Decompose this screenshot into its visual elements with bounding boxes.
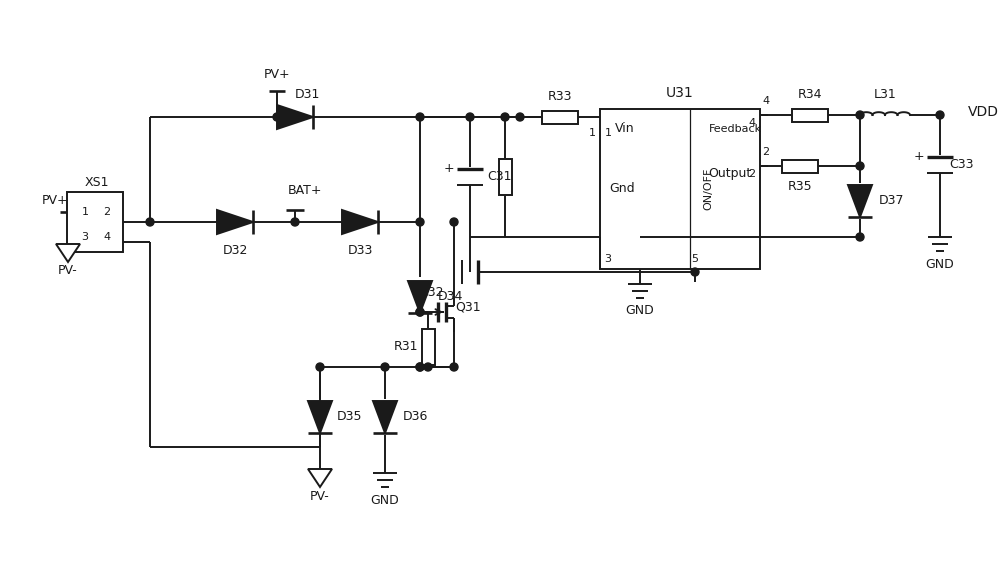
Text: U31: U31 <box>666 86 694 100</box>
Text: +: + <box>444 163 454 176</box>
Text: 5: 5 <box>692 254 698 264</box>
Circle shape <box>450 363 458 371</box>
Circle shape <box>273 113 281 121</box>
Bar <box>67 192 123 252</box>
Circle shape <box>316 363 324 371</box>
Bar <box>422 329 434 365</box>
Circle shape <box>416 113 424 121</box>
Polygon shape <box>848 185 872 217</box>
Polygon shape <box>217 210 253 234</box>
Polygon shape <box>308 401 332 433</box>
Text: VDD: VDD <box>968 105 999 119</box>
Text: BAT+: BAT+ <box>288 184 322 197</box>
Text: GND: GND <box>926 259 954 272</box>
Text: 4: 4 <box>762 96 770 106</box>
Text: D33: D33 <box>347 243 373 256</box>
Text: L31: L31 <box>874 88 896 101</box>
Polygon shape <box>56 244 80 262</box>
Circle shape <box>291 218 299 226</box>
Text: R31: R31 <box>394 341 418 353</box>
Polygon shape <box>408 281 432 313</box>
Text: Feedback: Feedback <box>708 124 762 134</box>
Circle shape <box>416 363 424 371</box>
Text: 2: 2 <box>103 207 111 217</box>
Text: 1: 1 <box>604 128 612 138</box>
Text: Vin: Vin <box>615 122 635 136</box>
Polygon shape <box>277 105 313 129</box>
Text: D35: D35 <box>337 411 363 424</box>
Text: R34: R34 <box>798 88 822 101</box>
Circle shape <box>501 113 509 121</box>
Text: 2: 2 <box>762 147 770 157</box>
Circle shape <box>516 113 524 121</box>
Circle shape <box>450 218 458 226</box>
Text: D37: D37 <box>879 194 905 208</box>
Text: R35: R35 <box>788 180 812 193</box>
Text: PV-: PV- <box>58 264 78 277</box>
Bar <box>542 111 578 124</box>
Text: XS1: XS1 <box>85 176 109 188</box>
Text: Q31: Q31 <box>455 301 481 314</box>
Text: 3: 3 <box>82 232 88 242</box>
Text: 1: 1 <box>82 207 88 217</box>
Polygon shape <box>308 469 332 487</box>
Text: R33: R33 <box>548 91 572 104</box>
Text: C33: C33 <box>950 159 974 171</box>
Text: PV-: PV- <box>310 490 330 503</box>
Circle shape <box>856 111 864 119</box>
Text: +: + <box>914 150 924 163</box>
Text: GND: GND <box>371 494 399 507</box>
Text: PV+: PV+ <box>264 69 290 82</box>
Text: 2: 2 <box>748 169 756 179</box>
Bar <box>498 159 512 195</box>
Bar <box>782 159 818 172</box>
Text: Output: Output <box>708 167 752 180</box>
Polygon shape <box>373 401 397 433</box>
Circle shape <box>416 363 424 371</box>
Text: D34: D34 <box>437 290 463 303</box>
Polygon shape <box>342 210 378 234</box>
Circle shape <box>936 111 944 119</box>
Circle shape <box>856 162 864 170</box>
Text: C31: C31 <box>488 171 512 184</box>
Circle shape <box>691 268 699 276</box>
Text: D36: D36 <box>402 411 428 424</box>
Circle shape <box>416 308 424 316</box>
Circle shape <box>466 113 474 121</box>
Text: ON/OFF: ON/OFF <box>703 168 713 210</box>
Circle shape <box>381 363 389 371</box>
Circle shape <box>424 363 432 371</box>
Text: Gnd: Gnd <box>609 183 635 196</box>
Bar <box>792 108 828 121</box>
Circle shape <box>856 233 864 241</box>
Text: 1: 1 <box>588 128 596 138</box>
Text: 4: 4 <box>748 118 756 128</box>
Bar <box>600 109 760 269</box>
Circle shape <box>416 308 424 316</box>
Text: D31: D31 <box>294 88 320 101</box>
Text: PV+: PV+ <box>42 193 68 206</box>
Text: GND: GND <box>626 304 654 318</box>
Text: 3: 3 <box>604 254 612 264</box>
Text: C32: C32 <box>420 286 444 298</box>
Circle shape <box>146 218 154 226</box>
Text: 4: 4 <box>103 232 111 242</box>
Text: D32: D32 <box>222 243 248 256</box>
Circle shape <box>416 218 424 226</box>
